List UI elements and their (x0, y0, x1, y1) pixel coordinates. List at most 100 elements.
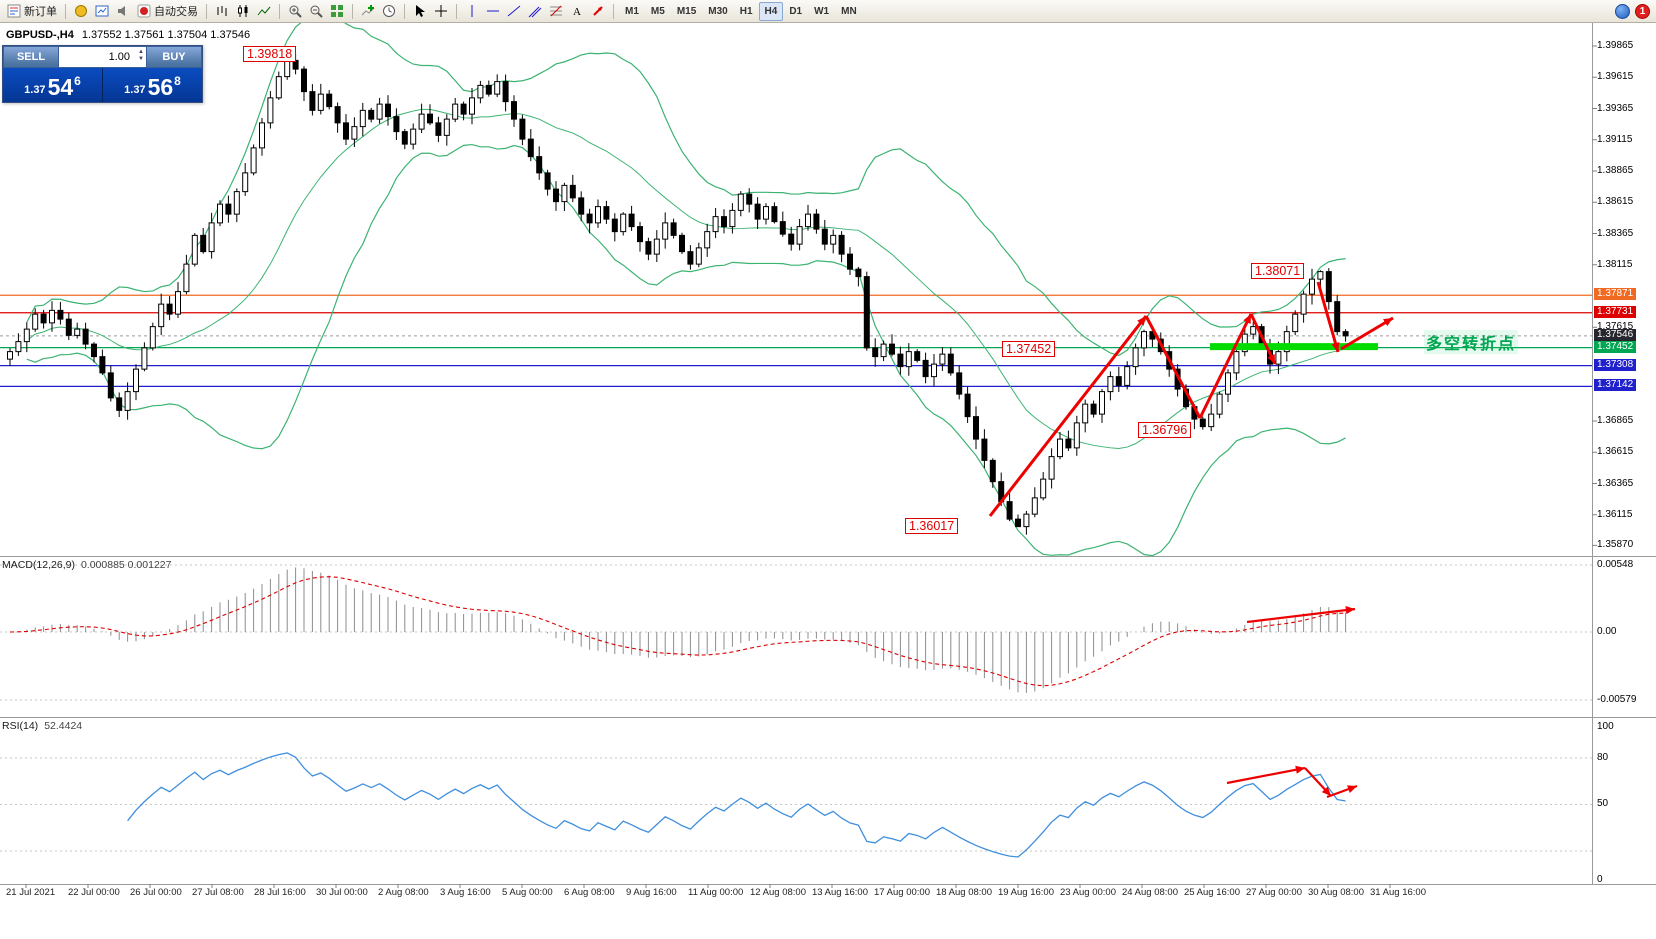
indicators-button[interactable] (358, 1, 378, 21)
toolbar-separator (206, 3, 207, 19)
time-axis-label: 5 Aug 00:00 (502, 887, 553, 898)
macd-values: 0.000885 0.001227 (80, 559, 172, 571)
time-axis-label: 31 Aug 16:00 (1370, 887, 1426, 898)
toolbar-separator (65, 3, 66, 19)
toolbar-separator (404, 3, 405, 19)
crosshair-button[interactable] (431, 1, 451, 21)
one-click-prices: 1.37 54 6 1.37 56 8 (3, 68, 202, 102)
sound-button[interactable] (113, 1, 133, 21)
price-axis[interactable]: 1.39865 1.39615 1.39365 1.39115 1.38865 1.386… (1594, 0, 1656, 939)
zoom-in-button[interactable] (285, 1, 305, 21)
fibonacci-button[interactable] (546, 1, 566, 21)
new-order-button[interactable]: 新订单 (4, 1, 60, 21)
arrows-tool-icon (591, 4, 605, 18)
autotrading-label: 自动交易 (154, 6, 198, 18)
volume-stepper[interactable]: ▲ ▼ (138, 49, 144, 63)
notification-badge[interactable]: 1 (1635, 3, 1650, 19)
time-axis-label: 22 Jul 00:00 (68, 887, 120, 898)
timeframe-m1[interactable]: M1 (625, 6, 639, 17)
horizontal-line-icon (486, 4, 500, 18)
time-axis-label: 9 Aug 16:00 (626, 887, 677, 898)
macd-axis-label: 0.00 (1597, 626, 1617, 637)
buy-price-pip: 8 (174, 74, 181, 88)
timeframe-m5[interactable]: M5 (650, 6, 665, 17)
vertical-line-icon (465, 4, 479, 18)
price-axis-label: 1.36115 (1597, 508, 1633, 520)
price-annotation[interactable]: 1.39818 (243, 46, 297, 62)
vertical-line-button[interactable] (462, 1, 482, 21)
timeframe-mn[interactable]: MN (841, 6, 857, 17)
price-annotation[interactable]: 1.36017 (905, 518, 959, 534)
time-axis-label: 18 Aug 08:00 (936, 887, 992, 898)
candlestick-chart-button[interactable] (233, 1, 253, 21)
periods-button[interactable] (379, 1, 399, 21)
turning-point-note[interactable]: 多空转折点 (1424, 330, 1519, 354)
rsi-label: RSI(14) 52.4424 (2, 720, 82, 732)
timeframe-w1[interactable]: W1 (814, 6, 830, 17)
text-tool-button[interactable]: A (567, 1, 587, 21)
autotrading-button[interactable]: 自动交易 (134, 1, 201, 21)
arrows-tool-button[interactable] (588, 1, 608, 21)
time-axis-label: 25 Aug 16:00 (1184, 887, 1240, 898)
symbol-name: GBPUSD-,H4 (6, 29, 74, 41)
timeframe-m15[interactable]: M15 (676, 6, 697, 17)
sell-price-pip: 6 (74, 74, 81, 88)
timeframe-h1[interactable]: H1 (739, 6, 753, 17)
toolbar-separator (456, 3, 457, 19)
price-tag: 1.37546 (1594, 328, 1637, 341)
channel-icon (528, 4, 542, 18)
channel-button[interactable] (525, 1, 545, 21)
speaker-icon (116, 4, 130, 18)
data-window-button[interactable] (92, 1, 112, 21)
volume-value: 1.00 (108, 51, 130, 63)
price-axis-label: 1.39365 (1597, 102, 1634, 114)
price-tag: 1.37731 (1594, 305, 1637, 318)
data-window-icon (95, 4, 109, 18)
bar-chart-button[interactable] (212, 1, 232, 21)
toolbar-right: 1 (1615, 3, 1652, 19)
time-axis-label: 28 Jul 16:00 (254, 887, 306, 898)
zoom-out-icon (309, 4, 323, 18)
timeframe-h4[interactable]: H4 (758, 2, 784, 21)
price-annotation[interactable]: 1.38071 (1251, 263, 1305, 279)
trendline-button[interactable] (504, 1, 524, 21)
line-chart-button[interactable] (254, 1, 274, 21)
one-click-top-row: SELL 1.00 ▲ ▼ BUY (3, 46, 202, 68)
time-axis-label: 23 Aug 00:00 (1060, 887, 1116, 898)
tile-windows-button[interactable] (327, 1, 347, 21)
rsi-axis-label: 80 (1597, 752, 1609, 763)
price-annotation[interactable]: 1.37452 (1002, 341, 1056, 357)
timeframe-m30[interactable]: M30 (708, 6, 728, 17)
buy-price[interactable]: 1.37 56 8 (103, 68, 202, 102)
horizontal-line-button[interactable] (483, 1, 503, 21)
sell-price[interactable]: 1.37 54 6 (3, 68, 103, 102)
time-axis[interactable]: 21 Jul 2021 22 Jul 00:00 26 Jul 00:00 27 Ju… (0, 884, 1656, 904)
crosshair-icon (434, 4, 448, 18)
market-watch-button[interactable] (71, 1, 91, 21)
fibonacci-icon (549, 4, 563, 18)
price-axis-label: 1.39865 (1597, 40, 1634, 51)
sell-price-prefix: 1.37 (24, 84, 46, 96)
price-annotation[interactable]: 1.36796 (1138, 422, 1192, 438)
rsi-axis-label: 0 (1597, 874, 1603, 885)
price-axis-label: 1.39115 (1597, 133, 1633, 145)
volume-input[interactable]: 1.00 ▲ ▼ (59, 46, 146, 68)
sell-button[interactable]: SELL (3, 46, 59, 68)
zoom-out-button[interactable] (306, 1, 326, 21)
rsi-axis-label: 50 (1597, 798, 1609, 809)
time-axis-label: 12 Aug 08:00 (750, 887, 806, 898)
one-click-trading: SELL 1.00 ▲ ▼ BUY 1.37 54 6 1.37 56 8 (2, 45, 203, 103)
symbol-ohlc: 1.37552 1.37561 1.37504 1.37546 (81, 29, 251, 41)
time-axis-label: 2 Aug 08:00 (378, 887, 429, 898)
community-icon[interactable] (1615, 3, 1630, 19)
time-axis-label: 30 Jul 00:00 (316, 887, 368, 898)
time-axis-label: 13 Aug 16:00 (812, 887, 868, 898)
timeframe-d1[interactable]: D1 (789, 6, 803, 17)
cursor-button[interactable] (410, 1, 430, 21)
time-axis-label: 6 Aug 08:00 (564, 887, 615, 898)
market-watch-icon (74, 4, 88, 18)
main-toolbar: 新订单 自动交易 A M1 M5 M15 M30 H1 H4 D1 W1 MN (0, 0, 1656, 23)
buy-button[interactable]: BUY (146, 46, 202, 68)
price-tag: 1.37142 (1594, 379, 1637, 392)
